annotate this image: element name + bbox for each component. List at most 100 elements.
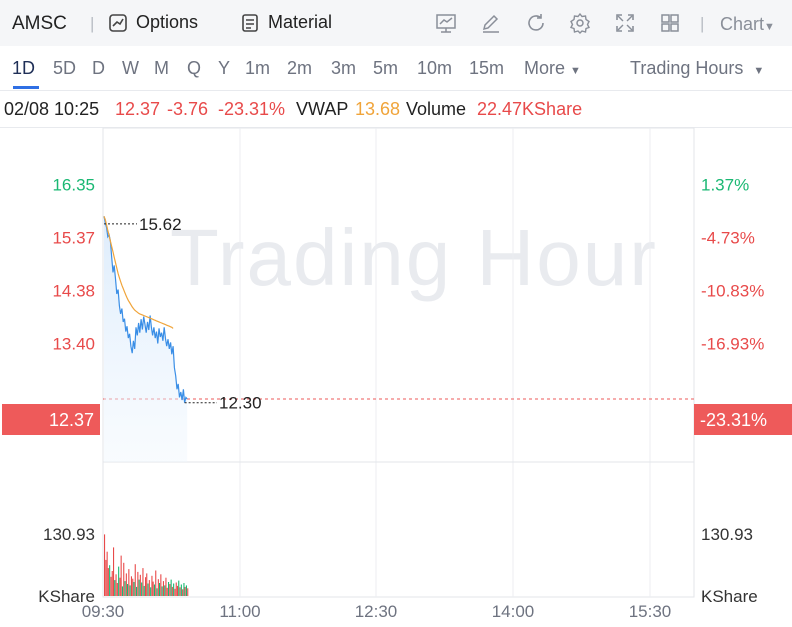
- volume-bar: [177, 585, 179, 596]
- quote-change: -3.76: [167, 99, 209, 119]
- period-tab-5m[interactable]: 5m: [373, 58, 399, 78]
- volume-bar: [164, 585, 166, 596]
- divider: |: [90, 14, 95, 33]
- symbol-title[interactable]: AMSC: [12, 13, 67, 34]
- volume-bar: [124, 581, 126, 596]
- grid-layout-icon[interactable]: [659, 12, 681, 34]
- chart-type-dropdown[interactable]: Chart▼: [720, 14, 775, 35]
- period-tab-w[interactable]: W: [122, 58, 139, 78]
- volume-bar: [151, 575, 153, 596]
- volume-bar: [137, 571, 139, 596]
- y-axis-right-tick: 1.37%: [701, 176, 749, 195]
- x-axis-tick: 09:30: [82, 602, 125, 621]
- volume-bar: [162, 581, 164, 596]
- volume-bar: [133, 582, 135, 596]
- caret-down-icon: ▼: [764, 21, 775, 33]
- session-label: Trading Hours: [630, 58, 744, 78]
- period-tab-1m[interactable]: 1m: [245, 58, 271, 78]
- divider: |: [700, 14, 705, 33]
- volume-bar: [178, 580, 180, 596]
- y-axis-left-tick: 14.38: [52, 282, 95, 301]
- volume-bar: [114, 580, 116, 596]
- options-label: Options: [136, 12, 199, 32]
- volume-bar: [119, 577, 121, 596]
- fullscreen-icon[interactable]: [614, 12, 636, 34]
- period-tab-y[interactable]: Y: [218, 58, 231, 78]
- material-button[interactable]: Material: [240, 12, 332, 33]
- volume-bar: [121, 586, 123, 596]
- trading-session-dropdown[interactable]: Trading Hours ▼: [630, 58, 764, 79]
- material-label: Material: [268, 12, 333, 32]
- volume-bar: [171, 586, 173, 596]
- volume-bar: [106, 551, 108, 596]
- period-tab-15m[interactable]: 15m: [469, 58, 505, 78]
- intraday-chart[interactable]: 16.35 1.37% 15.37 -4.73% 14.38 -10.83% 13.40 -1…: [0, 127, 792, 627]
- volume-bar: [132, 578, 134, 596]
- vwap-line: [103, 216, 174, 329]
- period-tab-2m[interactable]: 2m: [287, 58, 313, 78]
- line-chart-icon[interactable]: [435, 12, 457, 34]
- top-toolbar: AMSC | Options Material: [0, 0, 792, 46]
- period-tab-1d[interactable]: 1D: [12, 58, 36, 78]
- volume-bar: [187, 588, 189, 596]
- volume-bar: [128, 569, 130, 596]
- volume-bar: [120, 555, 122, 596]
- quote-info-bar: 02/08 10:25 12.37 -3.76 -23.31% VWAP 13.…: [0, 90, 792, 128]
- volume-unit-right: KShare: [701, 587, 758, 606]
- volume-bar: [115, 574, 117, 596]
- volume-label: Volume: [406, 99, 467, 119]
- volume-bar: [161, 586, 163, 596]
- period-tab-3m[interactable]: 3m: [331, 58, 357, 78]
- active-tab-indicator: [13, 86, 39, 89]
- quote-change-pct: -23.31%: [218, 99, 286, 119]
- volume-bar: [105, 559, 107, 596]
- volume-bar: [138, 579, 140, 596]
- volume-bar: [129, 585, 131, 596]
- volume-bar: [148, 580, 150, 596]
- volume-bar: [168, 582, 170, 596]
- period-tab-5d[interactable]: 5D: [53, 58, 77, 78]
- pencil-icon[interactable]: [480, 12, 502, 34]
- period-tab-10m[interactable]: 10m: [417, 58, 453, 78]
- document-icon: [242, 13, 258, 32]
- settings-icon[interactable]: [569, 12, 591, 34]
- volume-bar: [145, 577, 147, 596]
- price-area-fill: [104, 216, 188, 462]
- volume-bar: [104, 534, 106, 596]
- price-line: [103, 216, 188, 403]
- refresh-icon[interactable]: [525, 12, 547, 34]
- y-axis-right-tick: -4.73%: [701, 228, 755, 247]
- y-axis-right-tick: -10.83%: [701, 282, 764, 301]
- more-periods-dropdown[interactable]: More ▼: [524, 58, 581, 79]
- volume-value: 22.47KShare: [477, 99, 583, 119]
- current-pct-tag: -23.31%: [694, 404, 792, 435]
- volume-bar: [174, 588, 176, 596]
- vwap-value: 13.68: [355, 99, 401, 119]
- period-tabs: 1D 5D D W M Q Y 1m 2m 3m 5m 10m 15m More ▼ Trading H…: [0, 46, 792, 90]
- quote-price: 12.37: [115, 99, 161, 119]
- volume-bar: [165, 577, 167, 596]
- more-label: More: [524, 58, 566, 78]
- volume-unit-left: KShare: [38, 587, 95, 606]
- y-axis-left-tick: 15.37: [52, 228, 95, 247]
- volume-bar: [110, 576, 112, 596]
- volume-bar: [152, 581, 154, 596]
- volume-bar: [184, 586, 186, 596]
- volume-bar: [173, 583, 175, 596]
- volume-bar: [166, 587, 168, 596]
- volume-bar: [182, 589, 184, 596]
- volume-bar: [175, 582, 177, 596]
- x-axis-tick: 14:00: [492, 602, 535, 621]
- volume-bar: [160, 574, 162, 596]
- volume-bar: [107, 568, 109, 596]
- volume-bar: [118, 566, 120, 596]
- watermark: Trading Hour: [170, 213, 658, 302]
- x-axis-tick: 15:30: [629, 602, 672, 621]
- volume-bar: [143, 585, 145, 596]
- period-tab-m[interactable]: M: [154, 58, 169, 78]
- options-button[interactable]: Options: [108, 12, 198, 33]
- period-tab-d[interactable]: D: [92, 58, 105, 78]
- period-tab-q[interactable]: Q: [187, 58, 202, 78]
- volume-bar: [109, 565, 111, 596]
- plot-frame: [102, 127, 695, 598]
